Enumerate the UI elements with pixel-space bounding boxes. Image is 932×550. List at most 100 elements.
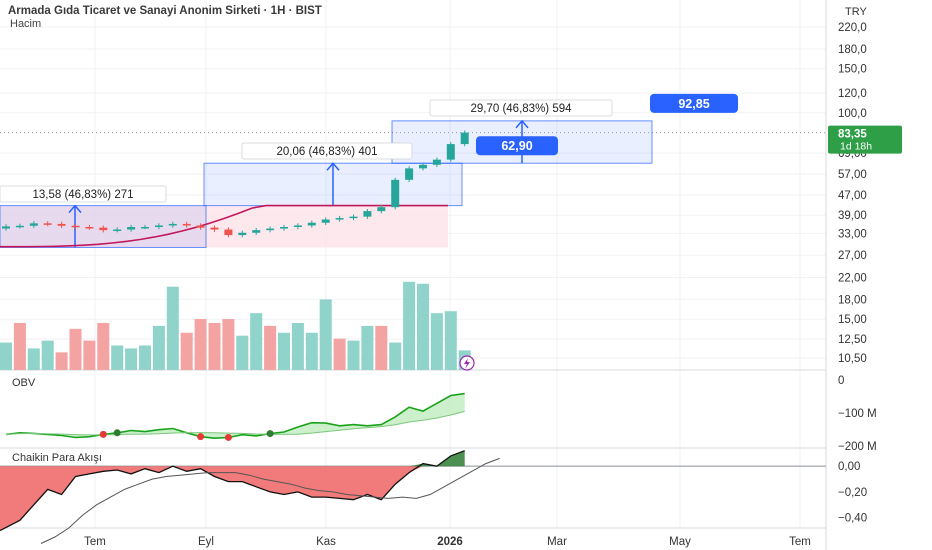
volume-bar-17 (236, 335, 249, 370)
volume-bar-27 (375, 325, 388, 370)
candle-5 (71, 225, 80, 228)
volume-bars (0, 281, 475, 371)
candle-2 (29, 223, 38, 226)
measure-label-m2: 20,06 (46,83%) 401 (276, 146, 377, 158)
time-tick-5: May (669, 536, 691, 548)
price-tick-3: 120,0 (838, 88, 867, 100)
volume-bar-4 (55, 352, 68, 370)
volume-bar-18 (250, 313, 263, 370)
candle-22 (307, 222, 316, 226)
time-tick-2: Kas (316, 536, 336, 548)
volume-bar-12 (166, 286, 179, 370)
price-tick-1: 180,0 (838, 44, 867, 56)
price-tick-2: 150,0 (838, 64, 867, 76)
candle-30 (419, 164, 427, 169)
obv-tick-0: 0 (838, 375, 844, 387)
cmf-tick-1: −0,20 (838, 487, 867, 499)
candle-28 (391, 179, 400, 208)
candle-13 (182, 223, 191, 226)
candle-15 (210, 227, 219, 230)
candle-6 (85, 227, 94, 229)
price-axis[interactable]: 220,0180,0150,0120,0100,069,0057,0047,00… (828, 22, 902, 525)
price-tick-4: 100,0 (838, 108, 867, 120)
cmf-line (0, 450, 465, 532)
lightning-icon (464, 358, 470, 369)
volume-bar-21 (291, 322, 304, 370)
volume-bar-24 (333, 338, 346, 370)
arrow-m1-head (68, 204, 82, 214)
measure-label-m1: 13,58 (46,83%) 271 (32, 189, 133, 201)
current-price-tag (828, 125, 902, 154)
cmf-negative-fill (0, 466, 465, 531)
candle-20 (280, 227, 288, 229)
cmf-tick-0: 0,00 (838, 461, 860, 473)
cmf-pane (0, 450, 826, 544)
volume-bar-25 (347, 340, 360, 370)
volume-bar-19 (264, 325, 277, 370)
target-label-1: 62,90 (501, 139, 532, 153)
candle-16 (224, 229, 233, 236)
time-tick-4: Mar (547, 536, 567, 548)
time-axis[interactable]: Tem Eyl Kas 2026 Mar May Tem (84, 536, 811, 548)
obv-line (5, 392, 465, 440)
price-tick-16: 10,50 (838, 353, 867, 365)
arrow-m2-head (326, 162, 340, 171)
price-tick-13: 18,00 (838, 294, 867, 306)
candle-21 (293, 225, 302, 228)
target-label-2: 92,85 (678, 97, 709, 111)
obv-signal-line (5, 410, 465, 436)
volume-bar-0 (0, 342, 12, 370)
candles (2, 130, 469, 238)
volume-bar-1 (13, 322, 26, 370)
trend-curve-line (0, 204, 448, 248)
price-tick-9: 39,00 (838, 210, 867, 222)
time-tick-1: Eyl (198, 536, 214, 548)
volume-bar-14 (194, 319, 207, 370)
volume-bar-26 (361, 325, 374, 370)
chart-title: Armada Gıda Ticaret ve Sanayi Anonim Sir… (8, 5, 322, 17)
volume-bar-9 (125, 348, 138, 370)
obv-cross-dot-1 (113, 429, 121, 437)
volume-bar-8 (111, 345, 124, 370)
cmf-signal-line (40, 457, 500, 544)
price-tick-11: 27,00 (838, 250, 867, 262)
volume-bar-5 (69, 328, 82, 370)
obv-cross-dot-3 (224, 433, 232, 441)
obv-fill (6, 393, 465, 439)
volume-bar-13 (180, 332, 193, 370)
candle-26 (363, 211, 372, 217)
candle-27 (377, 207, 386, 212)
volume-bar-3 (41, 340, 54, 370)
obv-cross-dot-0 (99, 430, 107, 438)
candle-31 (432, 159, 441, 165)
current-price-countdown: 1d 18h (840, 141, 872, 153)
candle-24 (335, 218, 344, 220)
candle-14 (196, 225, 205, 228)
volume-bar-2 (27, 348, 40, 370)
volume-bar-29 (403, 281, 416, 370)
measure-label-m3-bg (429, 99, 613, 117)
time-tick-0: Tem (84, 536, 106, 548)
candle-4 (57, 223, 66, 226)
candle-9 (127, 227, 136, 230)
volume-bar-16 (222, 319, 235, 370)
obv-tick-1: −100 M (838, 408, 877, 420)
volume-bar-15 (208, 322, 221, 370)
measure-label-m2-bg (241, 142, 413, 160)
candle-32 (446, 144, 455, 160)
obv-label: OBV (12, 377, 36, 389)
candle-18 (252, 230, 261, 233)
candle-23 (321, 219, 330, 223)
measure-boxes[interactable]: 13,58 (46,83%) 271 20,06 (46,83%) 401 29,7… (0, 93, 738, 248)
currency-label: TRY (845, 6, 867, 18)
volume-bar-31 (430, 313, 443, 370)
volume-bar-30 (417, 283, 429, 370)
obv-tick-2: −200 M (838, 441, 877, 453)
volume-bar-11 (152, 325, 165, 370)
obv-cross-dot-2 (197, 433, 205, 441)
cmf-tick-2: −0,40 (838, 513, 867, 525)
target-label-2-bg (650, 93, 738, 113)
cmf-label: Chaikin Para Akışı (12, 452, 102, 464)
volume-bar-10 (139, 345, 151, 370)
